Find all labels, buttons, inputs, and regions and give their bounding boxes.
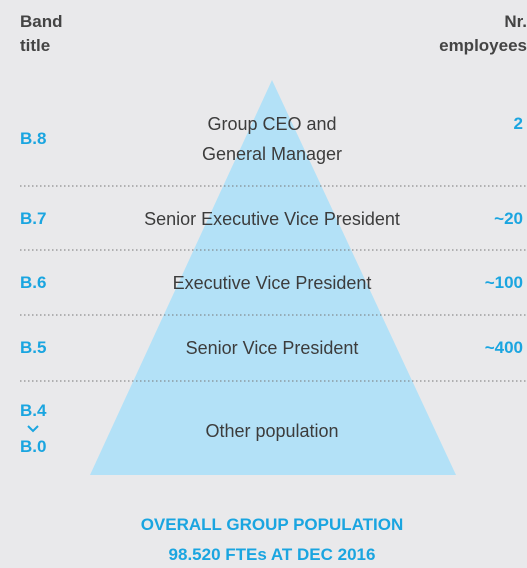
pyramid <box>90 80 456 475</box>
employees-header: employees <box>439 36 527 55</box>
band-label: Executive Vice President <box>172 273 372 293</box>
band-code: B.4 <box>20 401 47 420</box>
footer-line: OVERALL GROUP POPULATION <box>140 515 404 534</box>
band-code: B.8 <box>20 129 47 148</box>
band-header: title <box>20 36 51 55</box>
employee-count: ~400 <box>484 338 523 357</box>
band-label: Senior Vice President <box>185 338 359 358</box>
band-header: Band <box>20 12 63 31</box>
band-code: B.5 <box>20 338 47 357</box>
band-label: General Manager <box>201 144 343 164</box>
employee-count: 2 <box>513 114 523 133</box>
employee-count: ~20 <box>494 209 523 228</box>
band-label: Other population <box>205 421 339 441</box>
chevron <box>27 425 39 433</box>
separators <box>20 185 527 382</box>
employee-count: ~100 <box>484 273 523 292</box>
band-label: Group CEO and <box>207 114 337 134</box>
band-code: B.7 <box>20 209 47 228</box>
band-label: Senior Executive Vice President <box>144 209 400 229</box>
employees-header: Nr. <box>504 12 527 31</box>
footer-line: 98.520 FTEs AT DEC 2016 <box>168 545 376 564</box>
band-code: B.0 <box>20 437 47 456</box>
band-code: B.6 <box>20 273 47 292</box>
